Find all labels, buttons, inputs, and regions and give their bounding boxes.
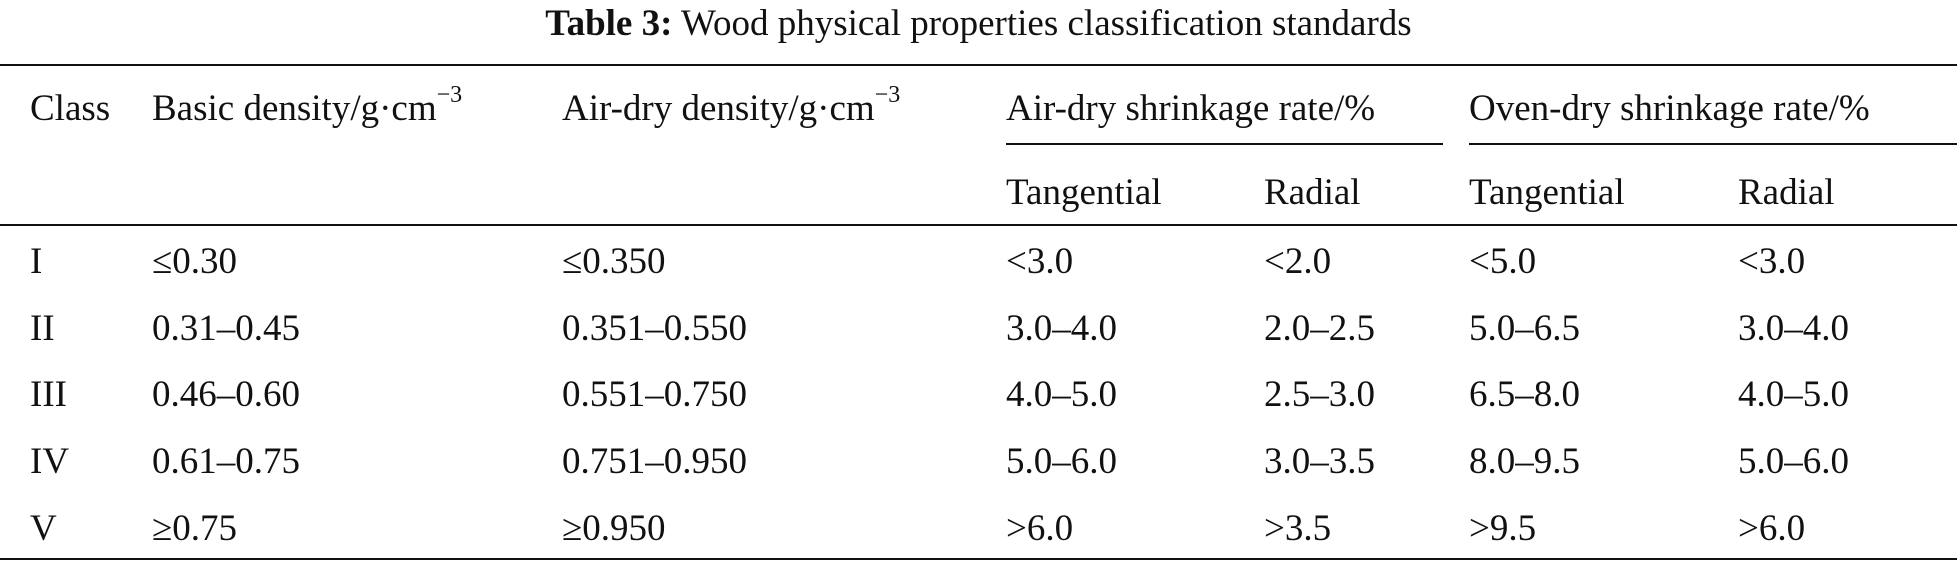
bottom-rule xyxy=(0,558,1957,560)
cell-air-dry-density: 0.551–0.750 xyxy=(562,374,747,415)
cell-class: IV xyxy=(30,441,70,482)
cell-basic-density: 0.61–0.75 xyxy=(152,441,300,482)
air-dry-shrinkage-underline xyxy=(1006,143,1443,145)
cell-air-dry-density: ≤0.350 xyxy=(562,241,666,282)
cell-oven-dry-tangential: >9.5 xyxy=(1469,508,1537,549)
cell-air-dry-density: 0.351–0.550 xyxy=(562,308,747,349)
cell-air-dry-tangential: >6.0 xyxy=(1006,508,1074,549)
cell-air-dry-density: ≥0.950 xyxy=(562,508,666,549)
header-class: Class xyxy=(30,88,111,129)
cell-air-dry-tangential: 3.0–4.0 xyxy=(1006,308,1117,349)
header-air-dry-tangential: Tangential xyxy=(1006,172,1162,213)
header-oven-dry-shrinkage: Oven-dry shrinkage rate/% xyxy=(1469,88,1870,129)
cell-air-dry-tangential: <3.0 xyxy=(1006,241,1074,282)
cell-air-dry-radial: <2.0 xyxy=(1264,241,1332,282)
header-air-dry-density: Air-dry density/g·cm−3 xyxy=(562,83,900,131)
cell-air-dry-tangential: 5.0–6.0 xyxy=(1006,441,1117,482)
cell-oven-dry-radial: 5.0–6.0 xyxy=(1738,441,1849,482)
cell-oven-dry-radial: 3.0–4.0 xyxy=(1738,308,1849,349)
cell-class: I xyxy=(30,241,43,282)
header-rule xyxy=(0,224,1957,226)
cell-air-dry-tangential: 4.0–5.0 xyxy=(1006,374,1117,415)
cell-oven-dry-tangential: <5.0 xyxy=(1469,241,1537,282)
cell-basic-density: 0.46–0.60 xyxy=(152,374,300,415)
cell-air-dry-density: 0.751–0.950 xyxy=(562,441,747,482)
header-air-dry-radial: Radial xyxy=(1264,172,1361,213)
top-rule xyxy=(0,64,1957,66)
cell-oven-dry-radial: 4.0–5.0 xyxy=(1738,374,1849,415)
header-air-dry-density-label: Air-dry density/g·cm xyxy=(562,88,875,129)
cell-air-dry-radial: 2.0–2.5 xyxy=(1264,308,1375,349)
cell-class: V xyxy=(30,508,57,549)
header-oven-dry-radial: Radial xyxy=(1738,172,1835,213)
table-caption: Table 3: Wood physical properties classi… xyxy=(0,0,1957,58)
header-basic-density: Basic density/g·cm−3 xyxy=(152,83,462,131)
cell-basic-density: ≤0.30 xyxy=(152,241,238,282)
cell-oven-dry-radial: >6.0 xyxy=(1738,508,1806,549)
oven-dry-shrinkage-underline xyxy=(1469,143,1957,145)
cell-basic-density: 0.31–0.45 xyxy=(152,308,300,349)
cell-class: II xyxy=(30,308,55,349)
header-air-dry-shrinkage: Air-dry shrinkage rate/% xyxy=(1006,88,1376,129)
cell-oven-dry-tangential: 5.0–6.5 xyxy=(1469,308,1580,349)
cell-oven-dry-radial: <3.0 xyxy=(1738,241,1806,282)
cell-basic-density: ≥0.75 xyxy=(152,508,238,549)
cell-class: III xyxy=(30,374,67,415)
cell-air-dry-radial: 2.5–3.0 xyxy=(1264,374,1375,415)
cell-air-dry-radial: >3.5 xyxy=(1264,508,1332,549)
caption-title: Wood physical properties classification … xyxy=(681,3,1412,44)
cell-oven-dry-tangential: 8.0–9.5 xyxy=(1469,441,1580,482)
header-basic-density-label: Basic density/g·cm xyxy=(152,88,437,129)
header-basic-density-exponent: −3 xyxy=(436,82,463,108)
cell-oven-dry-tangential: 6.5–8.0 xyxy=(1469,374,1580,415)
cell-air-dry-radial: 3.0–3.5 xyxy=(1264,441,1375,482)
header-air-dry-density-exponent: −3 xyxy=(874,82,901,108)
caption-label: Table 3: xyxy=(545,3,673,44)
header-oven-dry-tangential: Tangential xyxy=(1469,172,1625,213)
